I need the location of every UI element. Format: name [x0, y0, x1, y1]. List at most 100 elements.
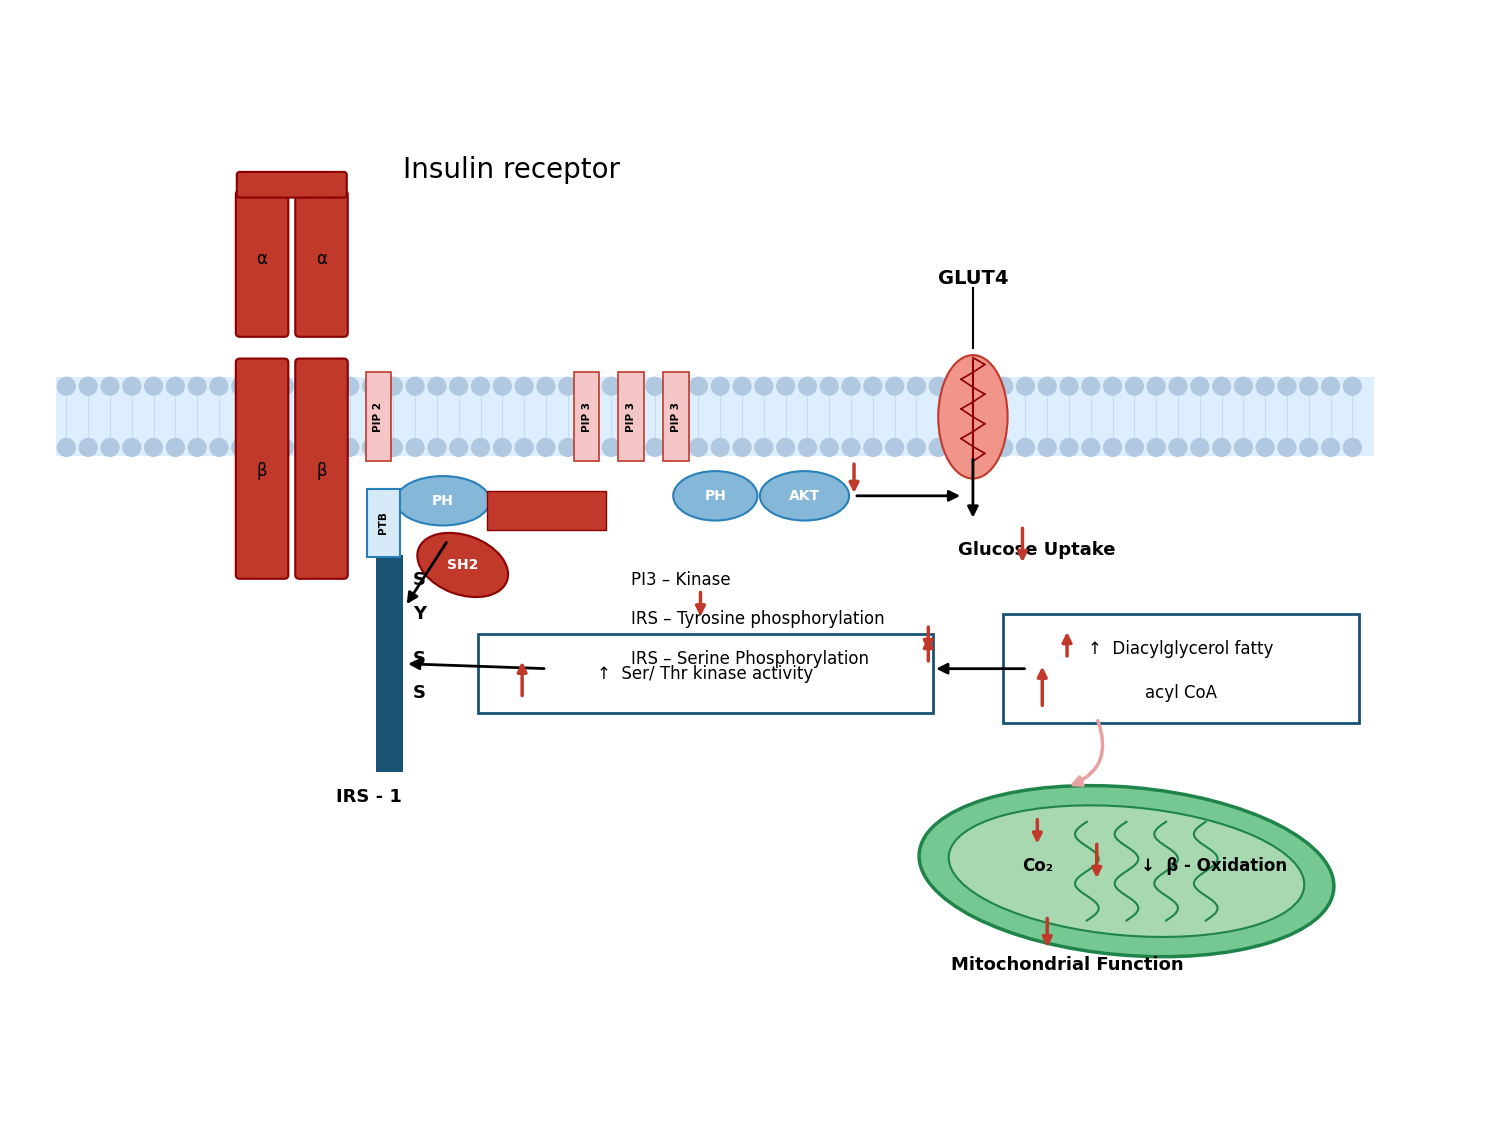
- FancyBboxPatch shape: [237, 172, 346, 198]
- Text: GLUT4: GLUT4: [938, 269, 1008, 288]
- Circle shape: [166, 439, 184, 457]
- Circle shape: [1017, 439, 1035, 457]
- Ellipse shape: [920, 785, 1334, 956]
- FancyBboxPatch shape: [1002, 614, 1359, 723]
- Text: AKT: AKT: [789, 489, 820, 503]
- Circle shape: [1148, 377, 1166, 395]
- Circle shape: [842, 439, 860, 457]
- Circle shape: [189, 377, 206, 395]
- Circle shape: [603, 439, 619, 457]
- Circle shape: [363, 377, 381, 395]
- Circle shape: [494, 439, 512, 457]
- Circle shape: [580, 439, 598, 457]
- FancyBboxPatch shape: [236, 359, 288, 578]
- Circle shape: [624, 377, 642, 395]
- Circle shape: [842, 377, 860, 395]
- Text: S: S: [413, 570, 426, 588]
- Circle shape: [560, 439, 576, 457]
- Circle shape: [254, 377, 272, 395]
- Circle shape: [951, 377, 969, 395]
- FancyBboxPatch shape: [296, 190, 348, 336]
- Text: α: α: [256, 250, 267, 268]
- Bar: [663, 372, 688, 461]
- Circle shape: [1300, 377, 1317, 395]
- Circle shape: [754, 439, 772, 457]
- Circle shape: [232, 439, 249, 457]
- Circle shape: [166, 377, 184, 395]
- Circle shape: [930, 439, 946, 457]
- Ellipse shape: [674, 471, 758, 521]
- Text: β: β: [316, 462, 327, 480]
- Circle shape: [1322, 439, 1340, 457]
- Circle shape: [908, 439, 926, 457]
- Circle shape: [80, 377, 98, 395]
- Circle shape: [144, 439, 162, 457]
- Bar: [573, 372, 600, 461]
- Ellipse shape: [396, 476, 490, 525]
- Circle shape: [384, 439, 402, 457]
- Circle shape: [646, 439, 664, 457]
- Text: PIP 2: PIP 2: [374, 402, 384, 432]
- Circle shape: [406, 439, 424, 457]
- Circle shape: [974, 439, 990, 457]
- Circle shape: [427, 439, 445, 457]
- Circle shape: [668, 439, 686, 457]
- Circle shape: [57, 377, 75, 395]
- Circle shape: [1038, 439, 1056, 457]
- Circle shape: [276, 439, 294, 457]
- Text: ↑  Diacylglycerol fatty: ↑ Diacylglycerol fatty: [1089, 640, 1274, 658]
- Circle shape: [951, 439, 969, 457]
- Circle shape: [994, 439, 1012, 457]
- Circle shape: [494, 377, 512, 395]
- Circle shape: [297, 439, 315, 457]
- Circle shape: [777, 377, 795, 395]
- Circle shape: [624, 439, 642, 457]
- Circle shape: [471, 439, 489, 457]
- Text: PIP 3: PIP 3: [670, 402, 681, 432]
- Text: acyl CoA: acyl CoA: [1144, 684, 1216, 702]
- Circle shape: [908, 377, 926, 395]
- Text: Y: Y: [413, 605, 426, 623]
- Circle shape: [384, 377, 402, 395]
- Circle shape: [1322, 377, 1340, 395]
- Text: SH2: SH2: [447, 558, 478, 572]
- Text: PTB: PTB: [378, 512, 388, 534]
- Text: S: S: [413, 684, 426, 702]
- Circle shape: [514, 377, 532, 395]
- Bar: [375, 555, 404, 773]
- Text: Insulin receptor: Insulin receptor: [404, 156, 620, 183]
- Ellipse shape: [760, 471, 849, 521]
- Circle shape: [603, 377, 619, 395]
- Circle shape: [1278, 377, 1296, 395]
- Circle shape: [734, 439, 752, 457]
- Circle shape: [1278, 439, 1296, 457]
- Circle shape: [1082, 439, 1100, 457]
- Circle shape: [57, 439, 75, 457]
- Circle shape: [297, 377, 315, 395]
- Circle shape: [1038, 377, 1056, 395]
- Circle shape: [450, 439, 468, 457]
- Circle shape: [1300, 439, 1317, 457]
- Circle shape: [1104, 377, 1122, 395]
- Circle shape: [821, 377, 839, 395]
- Text: IRS - 1: IRS - 1: [336, 789, 402, 807]
- Text: Co₂: Co₂: [1022, 857, 1053, 875]
- Circle shape: [1104, 439, 1122, 457]
- Circle shape: [537, 439, 555, 457]
- Circle shape: [340, 377, 358, 395]
- Circle shape: [189, 439, 206, 457]
- Circle shape: [471, 377, 489, 395]
- Text: PI3 – Kinase: PI3 – Kinase: [632, 570, 730, 588]
- Circle shape: [1082, 377, 1100, 395]
- Circle shape: [1060, 439, 1078, 457]
- Circle shape: [340, 439, 358, 457]
- Circle shape: [1125, 377, 1143, 395]
- Circle shape: [1168, 377, 1186, 395]
- Text: ↑  Ser/ Thr kinase activity: ↑ Ser/ Thr kinase activity: [597, 665, 813, 683]
- Bar: [57, 377, 1374, 457]
- Text: Glucose Uptake: Glucose Uptake: [958, 541, 1116, 559]
- Circle shape: [450, 377, 468, 395]
- Circle shape: [1017, 377, 1035, 395]
- Circle shape: [123, 377, 141, 395]
- Circle shape: [1125, 439, 1143, 457]
